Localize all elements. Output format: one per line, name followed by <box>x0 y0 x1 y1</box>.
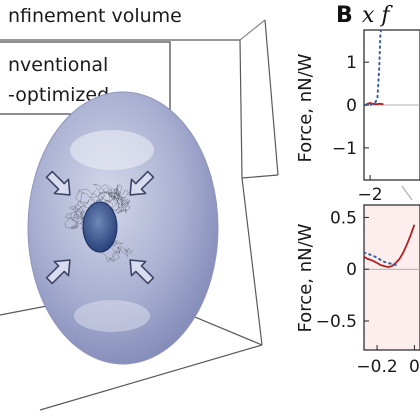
confinement-ellipsoid <box>27 91 219 365</box>
ellipsoid-highlight-lower <box>74 300 150 332</box>
y-tick-label: −0.5 <box>316 312 357 332</box>
plot-frame <box>363 204 420 351</box>
zoom-connector <box>401 185 413 201</box>
series-line-dotted <box>364 30 382 106</box>
y-tick-label: 0.5 <box>330 208 357 228</box>
panel-letter: B <box>336 3 353 28</box>
plot-force-bottom: Force, nN/W 0.5 0 −0.5 −0.2 0 <box>295 204 420 377</box>
x-tick-label: −2 <box>358 185 383 205</box>
confinement-illustration: nfinement volume nventional -optimized <box>0 5 279 411</box>
force-arrows <box>45 170 155 285</box>
legend: nventional -optimized <box>0 41 171 115</box>
x-tick-label: −0.2 <box>356 357 397 377</box>
x-tick-label: 0 <box>409 357 420 377</box>
y-axis-label: Force, nN/W <box>295 53 316 162</box>
plot-background <box>364 205 420 350</box>
particle-core <box>82 201 118 253</box>
left-panel-title: nfinement volume <box>8 5 182 27</box>
arrow-top-right-icon <box>129 170 155 196</box>
series-line-solid <box>364 224 416 269</box>
arrow-bottom-right-icon <box>129 259 155 285</box>
y-tick-label: −1 <box>332 139 357 159</box>
y-axis-label: Force, nN/W <box>295 223 316 332</box>
y-tick-label: 0 <box>346 260 357 280</box>
y-tick-label: 1 <box>346 53 357 73</box>
legend-item-conventional: nventional <box>8 54 108 76</box>
y-tick-label: 0 <box>346 96 357 116</box>
plot-force-top: B x f Force, nN/W 1 0 −1 −2 <box>295 3 420 205</box>
legend-item-optimized: -optimized <box>8 84 109 106</box>
series-line-dotted <box>364 251 397 267</box>
series-line-solid <box>364 101 384 106</box>
plot-title: x f <box>362 3 393 28</box>
arrow-bottom-left-icon <box>45 259 71 285</box>
arrow-top-left-icon <box>45 170 71 196</box>
ellipsoid-highlight <box>70 130 154 170</box>
